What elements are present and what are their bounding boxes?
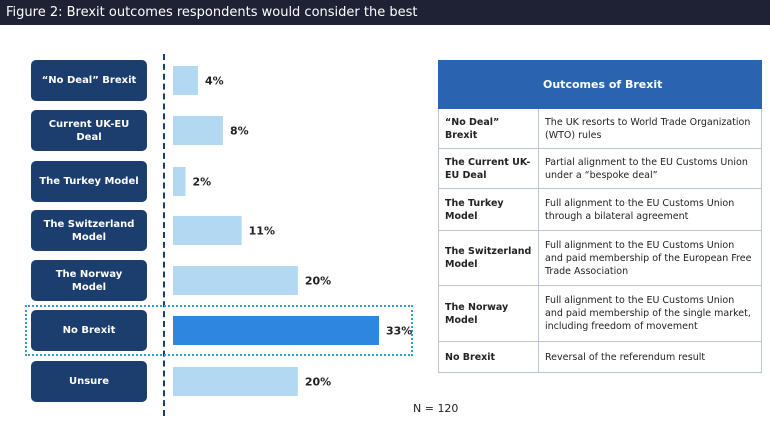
table-row: “No Deal” Brexit The UK resorts to World…: [438, 108, 762, 149]
axis-divider: [163, 54, 165, 416]
table-row: No Brexit Reversal of the referendum res…: [438, 341, 762, 373]
bar-value-label: 4%: [205, 75, 224, 88]
table-header: Outcomes of Brexit: [438, 60, 762, 109]
table-term: The Switzerland Model: [438, 230, 539, 286]
category-label-turkey: The Turkey Model: [31, 161, 147, 202]
bar: [173, 316, 379, 345]
outcomes-table: Outcomes of Brexit “No Deal” Brexit The …: [438, 60, 762, 373]
bar-value-label: 20%: [305, 376, 331, 389]
category-label-no-deal: “No Deal” Brexit: [31, 60, 147, 101]
table-term: The Norway Model: [438, 285, 539, 342]
bar: [173, 167, 186, 196]
bar-value-label: 33%: [386, 325, 412, 338]
table-term: No Brexit: [438, 341, 539, 373]
category-label-current-deal: Current UK-EU Deal: [31, 110, 147, 151]
category-label-unsure: Unsure: [31, 361, 147, 402]
table-term: The Turkey Model: [438, 188, 539, 231]
table-row: The Turkey Model Full alignment to the E…: [438, 188, 762, 231]
table-description: Full alignment to the EU Customs Union t…: [538, 188, 762, 231]
category-label-norway: The Norway Model: [31, 260, 147, 301]
table-description: Partial alignment to the EU Customs Unio…: [538, 148, 762, 189]
table-description: Full alignment to the EU Customs Union a…: [538, 230, 762, 286]
category-label-no-brexit: No Brexit: [31, 310, 147, 351]
table-term: “No Deal” Brexit: [438, 108, 539, 149]
table-row: The Current UK-EU Deal Partial alignment…: [438, 148, 762, 189]
category-label-switzerland: The Switzerland Model: [31, 210, 147, 251]
table-description: Full alignment to the EU Customs Union a…: [538, 285, 762, 342]
bar: [173, 266, 298, 295]
highlight-frame: [25, 305, 413, 356]
table-row: The Switzerland Model Full alignment to …: [438, 230, 762, 286]
table-term: The Current UK-EU Deal: [438, 148, 539, 189]
bar: [173, 216, 242, 245]
table-description: The UK resorts to World Trade Organizati…: [538, 108, 762, 149]
figure-title: Figure 2: Brexit outcomes respondents wo…: [0, 0, 770, 25]
sample-size-note: N = 120: [413, 402, 459, 415]
bar-value-label: 20%: [305, 275, 331, 288]
bar: [173, 66, 198, 95]
bar-value-label: 11%: [249, 225, 275, 238]
bar-value-label: 8%: [230, 125, 249, 138]
bar: [173, 367, 298, 396]
bar-value-label: 2%: [192, 176, 211, 189]
bar: [173, 116, 223, 145]
table-description: Reversal of the referendum result: [538, 341, 762, 373]
table-row: The Norway Model Full alignment to the E…: [438, 285, 762, 342]
